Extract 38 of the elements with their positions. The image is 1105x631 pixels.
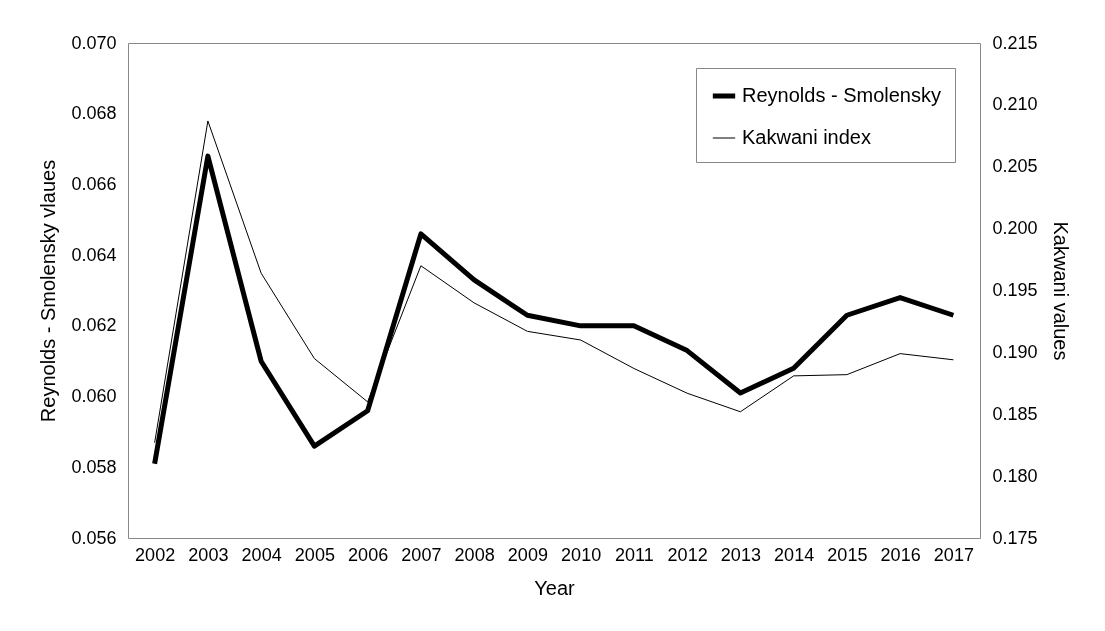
- x-tick-label: 2006: [348, 544, 389, 565]
- x-tick-label: 2005: [294, 544, 335, 565]
- legend-label: Kakwani index: [742, 126, 871, 148]
- y-tick-label: 0.070: [71, 32, 117, 53]
- x-tick-label: 2014: [774, 544, 815, 565]
- y2-tick-label: 0.200: [992, 218, 1038, 239]
- x-tick-label: 2016: [880, 544, 921, 565]
- x-tick-label: 2002: [135, 544, 176, 565]
- x-tick-label: 2003: [188, 544, 229, 565]
- y2-tick-label: 0.175: [992, 527, 1038, 548]
- x-axis-title: Year: [534, 576, 576, 599]
- y2-tick-label: 0.215: [992, 32, 1038, 53]
- x-tick-label: 2009: [507, 544, 548, 565]
- x-tick-label: 2011: [615, 544, 654, 565]
- x-tick-label: 2012: [667, 544, 708, 565]
- legend-label: Reynolds - Smolensky: [742, 84, 941, 106]
- y2-tick-label: 0.195: [992, 280, 1038, 300]
- y-tick-label: 0.068: [71, 103, 117, 124]
- x-tick-label: 2017: [933, 544, 974, 565]
- x-tick-label: 2013: [720, 544, 761, 565]
- y-tick-label: 0.058: [71, 456, 117, 477]
- y-axis-title: Reynolds - Smolensky vlaues: [37, 159, 60, 423]
- x-tick-label: 2015: [827, 544, 868, 565]
- x-tick-label: 2010: [561, 544, 602, 565]
- y2-axis-title: Kakwani values: [1049, 221, 1072, 361]
- x-tick-label: 2008: [454, 544, 495, 565]
- y-tick-label: 0.060: [71, 386, 117, 407]
- y-tick-label: 0.056: [71, 527, 117, 548]
- y2-tick-label: 0.205: [992, 156, 1038, 177]
- y2-tick-label: 0.190: [992, 341, 1038, 362]
- y-tick-label: 0.066: [71, 173, 117, 194]
- y-tick-label: 0.062: [71, 315, 117, 336]
- y2-tick-label: 0.210: [992, 94, 1038, 115]
- y-tick-label: 0.064: [71, 244, 117, 265]
- x-tick-label: 2004: [241, 544, 282, 565]
- x-tick-label: 2007: [401, 544, 442, 565]
- y2-tick-label: 0.180: [992, 465, 1038, 486]
- y2-tick-label: 0.185: [992, 403, 1038, 424]
